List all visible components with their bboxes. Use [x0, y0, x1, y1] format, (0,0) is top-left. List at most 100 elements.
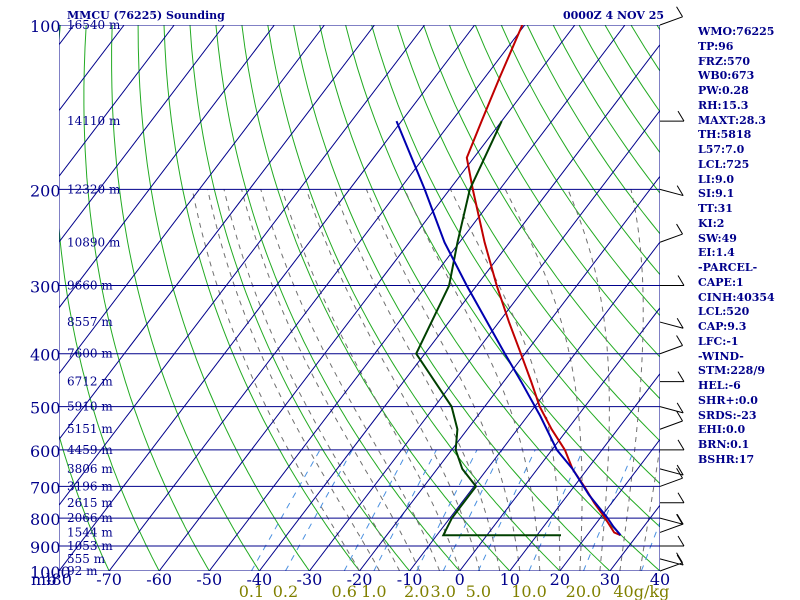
stability-index-item: LI:9.0	[698, 172, 735, 186]
stability-index-list: WMO:76225 TP:96 FRZ:570 WB0:673 PW:0.28 RH:15…	[698, 25, 775, 468]
stability-index-item: CAPE:1	[698, 275, 744, 289]
stability-index-item: EI:1.4	[698, 246, 735, 260]
stability-index-item: PW:0.28	[698, 84, 749, 97]
wind-barb-flag	[677, 492, 685, 504]
stability-index-item: LFC:-1	[698, 334, 739, 348]
pressure-tick-label: 800	[30, 510, 61, 529]
wind-barb	[659, 523, 683, 533]
dry-adiabat-line	[423, 25, 660, 400]
wind-barb	[659, 188, 684, 197]
wind-barb-flag	[676, 513, 683, 525]
temperature-tick-label: -10	[397, 570, 423, 589]
stability-index-item: SHR+:0.0	[698, 393, 758, 407]
isotherm-line	[59, 25, 375, 441]
dry-adiabat-line	[448, 25, 660, 358]
moist-adiabat-line	[191, 189, 360, 571]
wind-barb-flag	[676, 335, 683, 346]
moist-adiabat-line	[504, 189, 583, 571]
height-label: 3806 m	[67, 462, 113, 476]
mixing-ratio-label: 3.0	[430, 582, 455, 600]
temperature-tick-label: -70	[96, 570, 122, 589]
isotherm-line	[208, 25, 626, 571]
temperature-tick-label: -60	[146, 570, 172, 589]
height-label: 5910 m	[67, 400, 113, 414]
wind-barb	[659, 420, 683, 430]
wind-barb-column	[659, 6, 685, 572]
mixing-ratio-line	[583, 449, 635, 571]
dewpoint-trace	[415, 120, 561, 537]
pressure-tick-label: 900	[30, 538, 61, 557]
temperature-tick-label: 10	[500, 570, 520, 589]
wind-barb-flag	[676, 185, 684, 196]
sounding-datetime: 0000Z 4 NOV 25	[563, 9, 665, 22]
pressure-tick-label: 700	[30, 478, 61, 497]
pressure-tick-label: 200	[30, 181, 61, 200]
wind-barb	[659, 468, 684, 476]
stability-index-item: HEL:-6	[698, 379, 741, 392]
dry-adiabat-line	[111, 25, 260, 571]
wind-barb	[659, 558, 684, 566]
mixing-ratio-label: 5.0	[466, 582, 491, 600]
mixing-ratio-line	[416, 449, 478, 571]
wind-barb-flag	[676, 318, 684, 329]
stability-index-item: FRZ:570	[698, 54, 751, 68]
height-label: 12320 m	[67, 182, 121, 196]
mixing-ratio-label: 0.6	[332, 582, 357, 600]
height-label: 4459 m	[67, 443, 113, 457]
stability-index-item: L57:7.0	[698, 143, 745, 156]
stability-index-item: -PARCEL-	[698, 261, 758, 274]
stability-index-item: CINH:40354	[698, 290, 775, 304]
wind-barb-flag	[677, 439, 685, 451]
wind-barb	[659, 233, 683, 243]
wind-barb-flag	[676, 464, 684, 476]
mixing-ratio-label: 0.1	[239, 582, 264, 600]
dry-adiabat-line	[267, 25, 561, 571]
wind-barb	[659, 16, 683, 26]
pressure-tick-label: 100	[30, 17, 61, 36]
wind-barb-flag	[676, 467, 683, 479]
wind-barb	[659, 477, 683, 487]
height-label: 1544 m	[67, 525, 113, 539]
height-label: 3196 m	[67, 479, 113, 493]
isotherm-line	[108, 25, 526, 571]
skewt-series	[395, 25, 622, 537]
mixing-ratio-line	[528, 449, 584, 571]
temperature-tick-label: 40	[650, 570, 670, 589]
height-label: 92 m	[67, 564, 98, 578]
dry-adiabat-line	[500, 25, 660, 276]
temperature-tick-label: -30	[297, 570, 323, 589]
mixing-ratio-label: 1.0	[361, 582, 386, 600]
moist-adiabat-line	[223, 189, 401, 571]
moist-adiabat-line	[333, 189, 501, 571]
moist-adiabat-line	[639, 444, 660, 571]
stability-index-item: SI:9.1	[698, 187, 735, 201]
wind-barb-flag	[677, 110, 685, 122]
height-label: 16540 m	[67, 18, 121, 32]
parcel-trace	[395, 120, 622, 536]
mixing-ratio-line	[640, 520, 660, 571]
wind-barb-flag	[677, 371, 685, 382]
temperature-tick-label: 0	[455, 570, 465, 589]
wind-barb-flag	[677, 535, 685, 547]
isotherm-line	[59, 25, 175, 178]
wind-barb-flag	[676, 402, 684, 414]
dry-adiabat-line	[241, 25, 511, 571]
moist-adiabat-line	[241, 189, 421, 571]
height-label: 2615 m	[67, 496, 113, 510]
isotherm-line	[559, 438, 660, 571]
stability-index-item: TP:96	[698, 39, 734, 53]
stability-index-item: RH:15.3	[698, 98, 749, 112]
stability-index-item: STM:228/9	[698, 364, 765, 378]
pressure-tick-label: 300	[30, 278, 61, 297]
moist-adiabat-line	[207, 189, 380, 571]
stability-index-item: TT:31	[698, 202, 733, 215]
mixing-ratio-label: 10.0	[511, 582, 547, 600]
temperature-tick-label: 20	[550, 570, 570, 589]
dry-adiabat-line	[787, 25, 800, 571]
temperature-tick-label: 30	[600, 570, 620, 589]
stability-index-item: KI:2	[698, 216, 725, 230]
mixing-ratio-line	[477, 449, 536, 571]
height-label: 8557 m	[67, 315, 113, 329]
moist-adiabat-line	[260, 189, 441, 571]
height-label: 1053 m	[67, 539, 113, 553]
